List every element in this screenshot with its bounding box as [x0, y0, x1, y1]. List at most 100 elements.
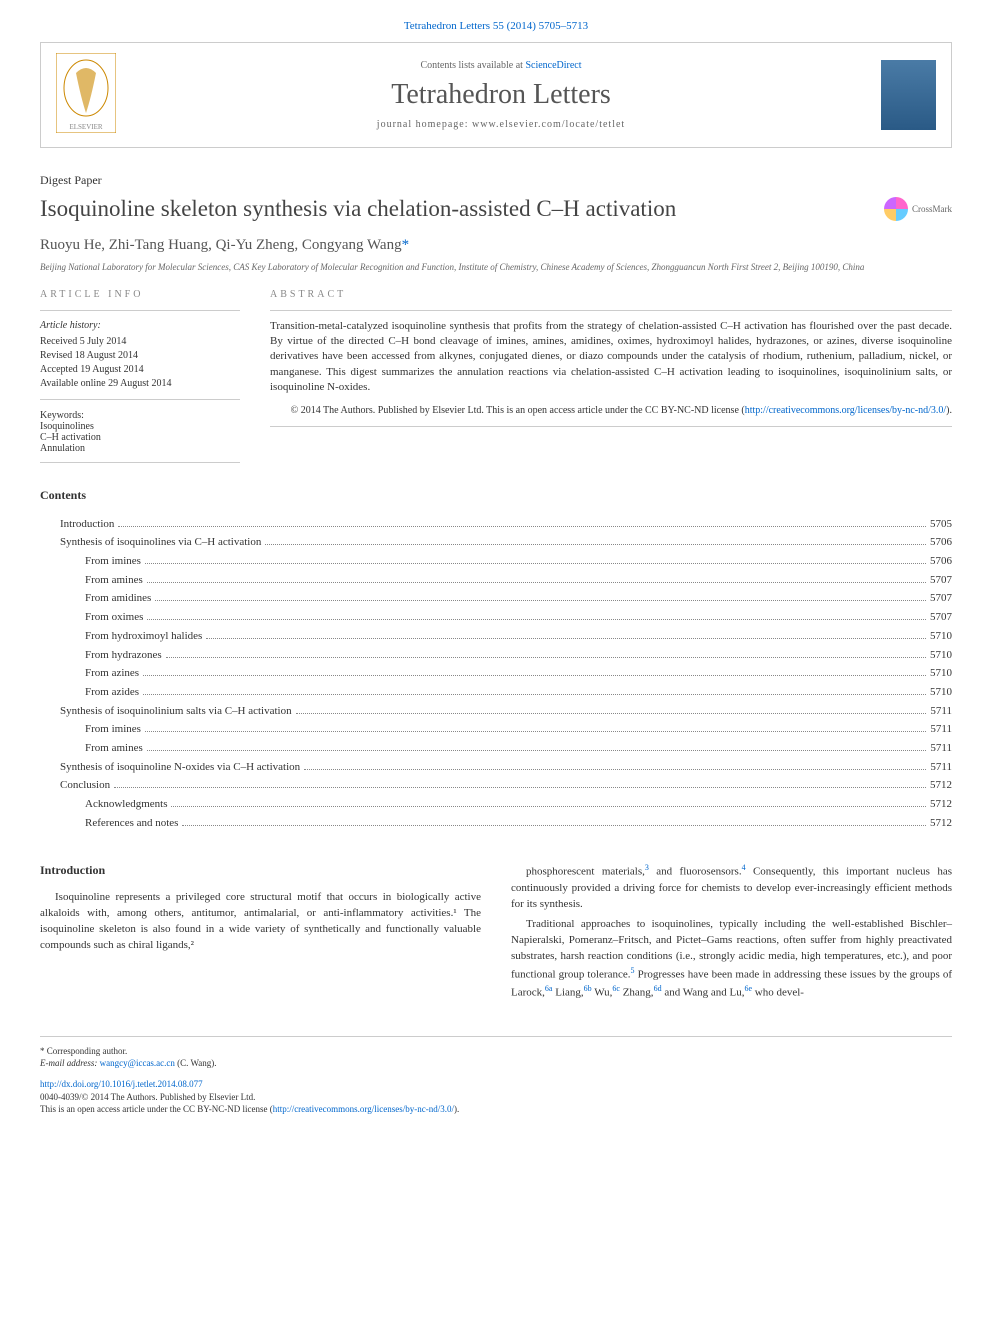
toc-dots	[143, 675, 926, 676]
toc-page: 5710	[930, 646, 952, 665]
toc-dots	[171, 806, 926, 807]
toc-entry[interactable]: From amines5707	[40, 571, 952, 590]
toc-label: From imines	[85, 720, 141, 739]
toc-label: From hydroximoyl halides	[85, 627, 202, 646]
crossmark-icon	[884, 197, 908, 221]
toc-label: From oximes	[85, 608, 143, 627]
toc-dots	[155, 600, 926, 601]
toc-entry[interactable]: From imines 5706	[40, 552, 952, 571]
toc-entry[interactable]: From amidines 5707	[40, 589, 952, 608]
toc-entry[interactable]: From azides 5710	[40, 683, 952, 702]
toc-dots	[304, 769, 926, 770]
issn-line: 0040-4039/© 2014 The Authors. Published …	[40, 1091, 952, 1104]
abstract-label: ABSTRACT	[270, 289, 952, 300]
toc-entry[interactable]: Acknowledgments 5712	[40, 795, 952, 814]
toc-page: 5710	[930, 627, 952, 646]
toc-label: References and notes	[85, 814, 178, 833]
toc-page: 5705	[930, 515, 952, 534]
toc-label: From azides	[85, 683, 139, 702]
authors: Ruoyu He, Zhi-Tang Huang, Qi-Yu Zheng, C…	[40, 237, 952, 254]
toc-label: From amidines	[85, 589, 151, 608]
toc-label: Conclusion	[60, 776, 110, 795]
toc-dots	[265, 544, 926, 545]
toc-entry[interactable]: Synthesis of isoquinolinium salts via C–…	[40, 702, 952, 721]
article-info: ARTICLE INFO Article history: Received 5…	[40, 289, 240, 463]
header-center: Contents lists available at ScienceDirec…	[136, 60, 866, 130]
table-of-contents: Introduction 5705 Synthesis of isoquinolin…	[40, 515, 952, 833]
body-col-left: Introduction Isoquinoline represents a p…	[40, 862, 481, 1005]
toc-dots	[143, 694, 926, 695]
toc-entry[interactable]: From azines5710	[40, 664, 952, 683]
toc-label: Acknowledgments	[85, 795, 167, 814]
toc-page: 5707	[930, 571, 952, 590]
ref-6e[interactable]: 6e	[744, 984, 752, 993]
toc-page: 5712	[930, 814, 952, 833]
toc-label: From imines	[85, 552, 141, 571]
article-info-label: ARTICLE INFO	[40, 289, 240, 300]
doi-link[interactable]: http://dx.doi.org/10.1016/j.tetlet.2014.…	[40, 1079, 203, 1089]
ref-6d[interactable]: 6d	[654, 984, 662, 993]
toc-entry[interactable]: References and notes 5712	[40, 814, 952, 833]
doi-line: http://dx.doi.org/10.1016/j.tetlet.2014.…	[40, 1078, 952, 1091]
svg-text:ELSEVIER: ELSEVIER	[69, 123, 102, 131]
journal-cover-thumb	[881, 60, 936, 130]
cc-license-link[interactable]: http://creativecommons.org/licenses/by-n…	[745, 405, 946, 416]
intro-p2: phosphorescent materials,3 and fluorosen…	[511, 862, 952, 912]
toc-entry[interactable]: From imines 5711	[40, 720, 952, 739]
toc-entry[interactable]: From amines 5711	[40, 739, 952, 758]
crossmark-badge[interactable]: CrossMark	[884, 197, 952, 221]
copyright-line: © 2014 The Authors. Published by Elsevie…	[270, 404, 952, 427]
footer-cc-link[interactable]: http://creativecommons.org/licenses/by-n…	[273, 1104, 454, 1114]
toc-entry[interactable]: Synthesis of isoquinoline N-oxides via C…	[40, 758, 952, 777]
toc-label: From amines	[85, 739, 143, 758]
ref-6b[interactable]: 6b	[584, 984, 592, 993]
open-access-line: This is an open access article under the…	[40, 1103, 952, 1116]
toc-dots	[182, 825, 926, 826]
article-history: Article history: Received 5 July 2014 Re…	[40, 310, 240, 400]
intro-heading: Introduction	[40, 862, 481, 879]
toc-label: Synthesis of isoquinolinium salts via C–…	[60, 702, 292, 721]
toc-dots	[206, 638, 926, 639]
toc-dots	[147, 750, 927, 751]
toc-page: 5711	[930, 758, 952, 777]
toc-entry[interactable]: Conclusion5712	[40, 776, 952, 795]
toc-entry[interactable]: From hydrazones 5710	[40, 646, 952, 665]
toc-label: Introduction	[60, 515, 114, 534]
toc-label: Synthesis of isoquinolines via C–H activ…	[60, 533, 261, 552]
affiliation: Beijing National Laboratory for Molecula…	[40, 262, 952, 274]
body-col-right: phosphorescent materials,3 and fluorosen…	[511, 862, 952, 1005]
toc-dots	[296, 713, 927, 714]
toc-page: 5707	[930, 589, 952, 608]
toc-dots	[114, 787, 926, 788]
toc-page: 5710	[930, 664, 952, 683]
citation-line: Tetrahedron Letters 55 (2014) 5705–5713	[40, 20, 952, 32]
intro-p1: Isoquinoline represents a privileged cor…	[40, 890, 481, 954]
article-title: Isoquinoline skeleton synthesis via chel…	[40, 196, 884, 222]
toc-page: 5710	[930, 683, 952, 702]
intro-p3: Traditional approaches to isoquinolines,…	[511, 917, 952, 1002]
corresponding-mark: *	[402, 237, 410, 253]
contents-available: Contents lists available at ScienceDirec…	[136, 60, 866, 71]
toc-dots	[145, 731, 926, 732]
toc-entry[interactable]: Introduction 5705	[40, 515, 952, 534]
abstract-text: Transition-metal-catalyzed isoquinoline …	[270, 310, 952, 396]
toc-page: 5706	[930, 552, 952, 571]
paper-type: Digest Paper	[40, 173, 952, 188]
toc-entry[interactable]: From hydroximoyl halides 5710	[40, 627, 952, 646]
footer: * Corresponding author. E-mail address: …	[40, 1036, 952, 1116]
sciencedirect-link[interactable]: ScienceDirect	[525, 60, 581, 71]
toc-label: Synthesis of isoquinoline N-oxides via C…	[60, 758, 300, 777]
email-link[interactable]: wangcy@iccas.ac.cn	[100, 1058, 175, 1068]
toc-entry[interactable]: Synthesis of isoquinolines via C–H activ…	[40, 533, 952, 552]
toc-page: 5712	[930, 795, 952, 814]
ref-6c[interactable]: 6c	[612, 984, 620, 993]
toc-page: 5711	[930, 720, 952, 739]
toc-page: 5707	[930, 608, 952, 627]
toc-entry[interactable]: From oximes 5707	[40, 608, 952, 627]
toc-label: From hydrazones	[85, 646, 162, 665]
journal-header: ELSEVIER Contents lists available at Sci…	[40, 42, 952, 148]
toc-page: 5711	[930, 739, 952, 758]
toc-page: 5711	[930, 702, 952, 721]
corresponding-author: * Corresponding author. E-mail address: …	[40, 1045, 952, 1070]
toc-dots	[147, 582, 926, 583]
